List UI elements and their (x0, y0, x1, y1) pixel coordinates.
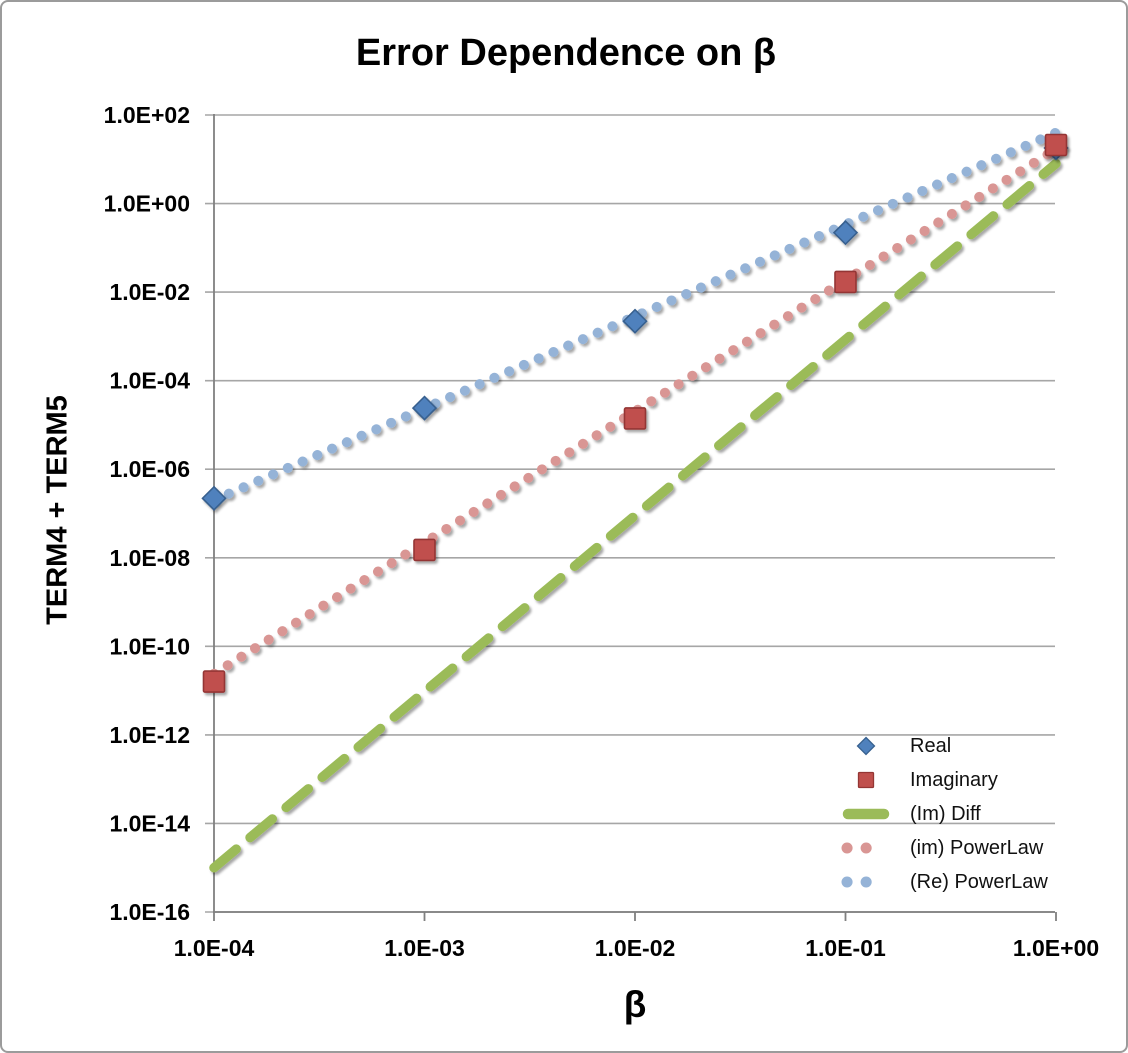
legend-marker-dots-icon (838, 841, 894, 855)
y-tick-label: 1.0E-12 (109, 722, 190, 748)
legend-item-real: Real (838, 729, 1048, 763)
x-tick-labels: 1.0E-04 1.0E-03 1.0E-02 1.0E-01 1.0E+00 (174, 935, 1099, 961)
data-point-square (834, 270, 857, 294)
y-tick-label: 1.0E-04 (109, 368, 190, 394)
y-tick-labels: 1.0E+02 1.0E+00 1.0E-02 1.0E-04 1.0E-06 1.0E-… (104, 102, 191, 925)
series--im-diff (209, 158, 1061, 873)
data-point-square (202, 670, 226, 693)
y-tick-label: 1.0E-08 (109, 545, 190, 571)
x-axis-title: β (623, 984, 647, 1025)
chart-title: Error Dependence on β (355, 32, 777, 74)
data-point-square (413, 538, 436, 562)
x-tick-label: 1.0E+00 (1013, 935, 1099, 961)
legend-marker-dash-icon (838, 807, 894, 821)
series-imaginary (202, 133, 1068, 693)
legend-item--im-powerlaw: (im) PowerLaw (838, 831, 1048, 865)
y-tick-label: 1.0E-14 (109, 810, 190, 836)
legend-item-imaginary: Imaginary (838, 763, 1048, 797)
legend-label: (im) PowerLaw (910, 836, 1044, 859)
x-tick-label: 1.0E-04 (174, 935, 255, 961)
x-tick-label: 1.0E-01 (805, 935, 886, 961)
y-tick-label: 1.0E+02 (104, 102, 190, 128)
legend-label: Imaginary (910, 768, 998, 791)
legend-item--im-diff: (Im) Diff (838, 797, 1048, 831)
legend-item--re-powerlaw: (Re) PowerLaw (838, 865, 1048, 899)
y-tick-label: 1.0E-10 (109, 633, 190, 659)
legend-label: Real (910, 734, 952, 757)
y-tick-label: 1.0E-02 (109, 279, 190, 305)
series-real (201, 135, 1069, 511)
legend: Real Imaginary (Im) Diff (im) PowerLaw (Re) … (838, 729, 1048, 899)
data-point-square (1044, 133, 1068, 157)
x-tick-label: 1.0E-03 (384, 935, 465, 961)
legend-marker-square-icon (838, 770, 894, 790)
data-point-square (623, 407, 647, 430)
y-tick-label: 1.0E-06 (109, 456, 190, 482)
data-point-diamond (832, 220, 859, 246)
legend-label: (Re) PowerLaw (910, 870, 1048, 893)
data-point-diamond (201, 485, 227, 511)
x-tick-label: 1.0E-02 (595, 935, 676, 961)
data-point-diamond (622, 308, 648, 334)
legend-label: (Im) Diff (910, 802, 981, 825)
data-point-diamond (411, 395, 438, 421)
axes (213, 114, 1057, 921)
legend-marker-diamond-icon (838, 736, 894, 756)
y-tick-label: 1.0E+00 (104, 191, 190, 217)
y-tick-label: 1.0E-16 (109, 899, 190, 925)
legend-marker-dots-icon (838, 875, 894, 889)
